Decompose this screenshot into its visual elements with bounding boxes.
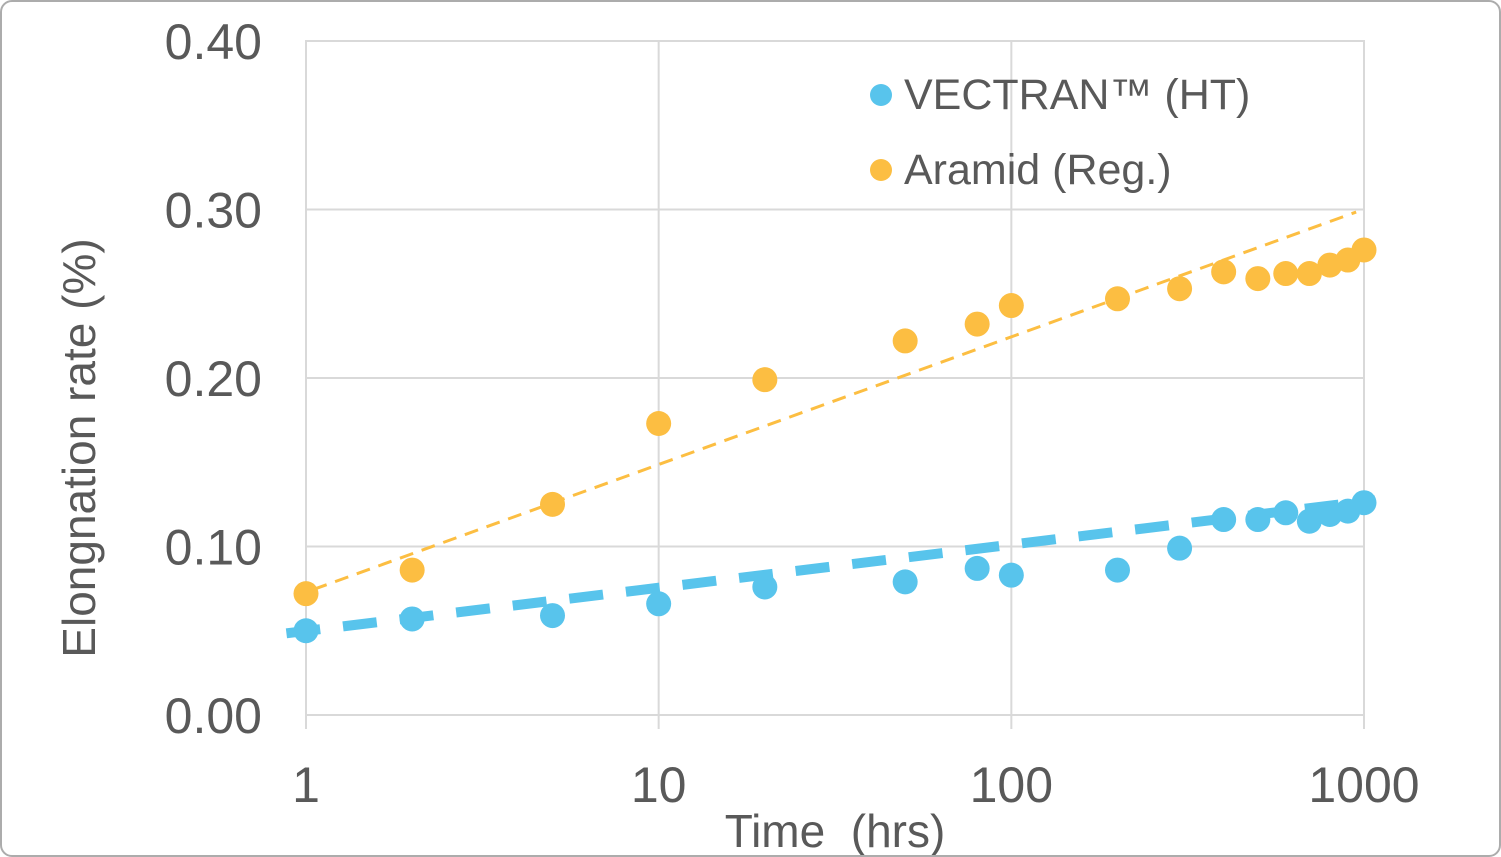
x-axis-tick-label: 100 <box>970 757 1053 813</box>
data-point-aramid <box>998 293 1024 319</box>
data-point-vectran <box>1167 535 1193 561</box>
data-point-aramid <box>1245 266 1271 292</box>
y-axis-tick-label: 0.10 <box>165 520 262 576</box>
trendline-aramid <box>312 210 1357 591</box>
data-point-aramid <box>293 581 319 607</box>
y-axis-tick-label: 0.40 <box>165 14 262 70</box>
plot-border <box>305 40 1365 716</box>
legend-marker-icon <box>870 84 892 106</box>
data-point-aramid <box>1351 237 1377 263</box>
data-point-vectran <box>892 569 918 595</box>
data-point-aramid <box>964 311 990 337</box>
legend-marker-icon <box>870 159 892 181</box>
legend-item-vectran: VECTRAN™ (HT) <box>870 69 1250 121</box>
y-axis-title: Elongnation rate (%) <box>53 238 105 658</box>
data-point-vectran <box>1296 508 1322 534</box>
trendline-vectran <box>285 495 1376 639</box>
x-axis-tick-label: 1000 <box>1308 757 1419 813</box>
data-point-aramid <box>399 557 425 583</box>
data-point-aramid <box>1211 259 1237 285</box>
data-point-vectran <box>1104 557 1130 583</box>
data-point-aramid <box>1296 261 1322 287</box>
y-axis-tick-label: 0.30 <box>165 183 262 239</box>
y-axis-tick-label: 0.20 <box>165 351 262 407</box>
legend: VECTRAN™ (HT) Aramid (Reg.) <box>870 69 1250 196</box>
legend-item-aramid: Aramid (Reg.) <box>870 144 1250 196</box>
legend-label-aramid: Aramid (Reg.) <box>904 145 1172 194</box>
legend-label-vectran: VECTRAN™ (HT) <box>904 70 1251 119</box>
data-point-aramid <box>1273 261 1299 287</box>
data-point-vectran <box>1273 500 1299 526</box>
data-point-vectran <box>540 603 566 629</box>
data-point-aramid <box>752 367 778 393</box>
data-point-aramid <box>892 328 918 354</box>
data-point-vectran <box>752 574 778 600</box>
x-axis-title: Time (hrs) <box>724 805 946 857</box>
data-point-vectran <box>964 555 990 581</box>
data-point-aramid <box>1167 276 1193 302</box>
data-point-vectran <box>646 591 672 617</box>
x-axis-tick-label: 1 <box>292 757 320 813</box>
x-axis-tick-label: 10 <box>631 757 687 813</box>
data-point-vectran <box>998 562 1024 588</box>
y-axis-tick-label: 0.00 <box>165 688 262 744</box>
data-point-aramid <box>646 410 672 436</box>
